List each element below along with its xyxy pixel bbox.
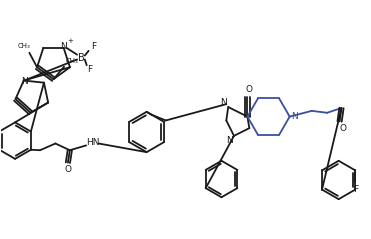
Text: B: B <box>78 53 84 63</box>
Text: N: N <box>220 98 227 107</box>
Text: CH₃: CH₃ <box>17 43 30 49</box>
Text: +: + <box>68 38 73 44</box>
Text: F: F <box>91 43 96 51</box>
Text: N: N <box>291 112 298 121</box>
Text: O: O <box>246 85 253 94</box>
Text: N: N <box>60 43 67 51</box>
Text: CH₃: CH₃ <box>65 58 78 64</box>
Text: N: N <box>21 77 28 86</box>
Text: O: O <box>340 124 347 133</box>
Text: N: N <box>226 136 233 145</box>
Text: F: F <box>353 185 358 194</box>
Text: HN: HN <box>86 138 99 147</box>
Text: O: O <box>65 165 71 174</box>
Text: F: F <box>87 65 92 75</box>
